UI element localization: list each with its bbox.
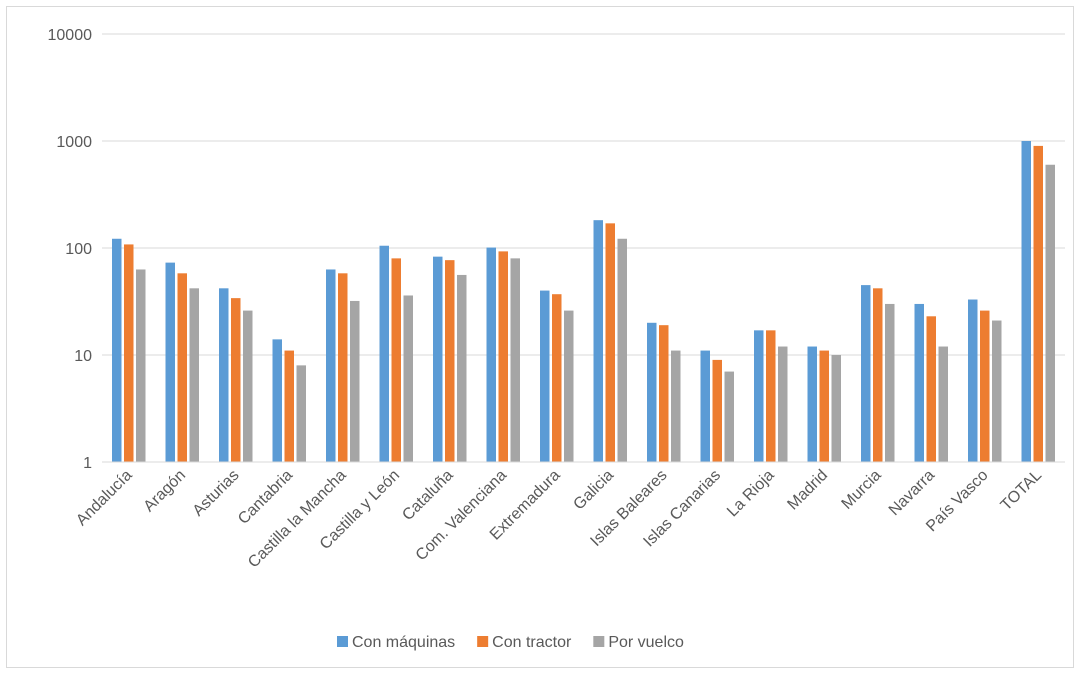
bar bbox=[445, 260, 455, 462]
bar bbox=[914, 303, 924, 462]
bar bbox=[766, 330, 776, 462]
bar bbox=[938, 346, 948, 462]
bar bbox=[873, 288, 883, 462]
x-tick-label: Murcia bbox=[839, 467, 885, 513]
bar bbox=[1033, 145, 1043, 462]
bar bbox=[671, 350, 681, 462]
bar bbox=[647, 322, 657, 462]
bar bbox=[284, 350, 294, 462]
bar bbox=[1021, 141, 1031, 462]
bar bbox=[433, 256, 443, 462]
bar bbox=[350, 300, 360, 462]
bar bbox=[112, 238, 122, 462]
bar bbox=[754, 330, 764, 462]
bar bbox=[165, 262, 175, 462]
x-tick-label: Navarra bbox=[886, 467, 938, 519]
legend: Con máquinas Con tractor Por vuelco bbox=[337, 634, 684, 651]
bar bbox=[391, 258, 401, 462]
bar bbox=[457, 274, 467, 462]
bar bbox=[605, 223, 615, 462]
legend-swatch bbox=[337, 636, 348, 647]
legend-label: Con tractor bbox=[492, 634, 572, 651]
x-tick-label: Com. Valenciana bbox=[413, 467, 510, 564]
bar bbox=[564, 310, 574, 462]
bar bbox=[926, 316, 936, 462]
legend-swatch bbox=[477, 636, 489, 647]
bar bbox=[992, 320, 1002, 462]
bar bbox=[861, 285, 871, 462]
bar bbox=[486, 247, 496, 462]
y-tick-label: 1 bbox=[83, 455, 92, 472]
legend-label: Por vuelco bbox=[608, 634, 684, 651]
x-tick-label: Castilla la Mancha bbox=[245, 467, 350, 572]
bar bbox=[968, 299, 978, 462]
bar bbox=[219, 288, 229, 462]
legend-swatch bbox=[593, 636, 605, 647]
bar bbox=[712, 359, 722, 462]
bar bbox=[552, 294, 562, 462]
y-tick-label: 100 bbox=[65, 241, 92, 258]
bar bbox=[326, 269, 336, 462]
bar bbox=[724, 371, 734, 462]
bar bbox=[177, 273, 187, 462]
y-tick-label: 10000 bbox=[48, 27, 93, 44]
y-axis-ticks: 1 10 100 1000 10000 bbox=[48, 27, 93, 472]
bar bbox=[807, 346, 817, 462]
bar bbox=[243, 310, 253, 462]
bar bbox=[819, 350, 829, 462]
y-tick-label: 1000 bbox=[56, 134, 92, 151]
bars bbox=[112, 141, 1055, 462]
bar bbox=[231, 298, 241, 462]
bar bbox=[338, 273, 348, 462]
x-tick-label: Aragón bbox=[141, 467, 190, 516]
bar bbox=[831, 355, 841, 462]
bar bbox=[659, 325, 669, 462]
bar bbox=[885, 303, 895, 462]
bar bbox=[540, 290, 550, 462]
x-tick-label: Asturias bbox=[190, 467, 243, 520]
bar bbox=[617, 238, 627, 462]
bar bbox=[379, 245, 389, 462]
bar bbox=[980, 310, 990, 462]
x-tick-label: La Rioja bbox=[724, 467, 778, 521]
legend-label: Con máquinas bbox=[352, 634, 455, 651]
bar bbox=[403, 295, 413, 462]
x-axis-labels: Andalucía Aragón AsturiasCantabriaCastilla… bbox=[73, 467, 1045, 572]
bar bbox=[189, 288, 199, 462]
x-tick-label: Andalucía bbox=[73, 467, 135, 529]
bar bbox=[136, 269, 146, 462]
bar bbox=[124, 244, 134, 462]
bar bbox=[296, 365, 306, 462]
x-tick-label: Madrid bbox=[784, 467, 831, 514]
y-tick-label: 10 bbox=[74, 348, 92, 365]
bar bbox=[1045, 164, 1055, 462]
bar bbox=[593, 220, 603, 462]
bar bbox=[510, 258, 520, 462]
bar bbox=[700, 350, 710, 462]
x-tick-label: TOTAL bbox=[998, 467, 1046, 515]
bar bbox=[498, 251, 508, 462]
x-tick-label: Galicia bbox=[570, 467, 617, 514]
bar bbox=[778, 346, 788, 462]
bar bbox=[272, 339, 282, 462]
gridlines bbox=[102, 33, 1065, 356]
